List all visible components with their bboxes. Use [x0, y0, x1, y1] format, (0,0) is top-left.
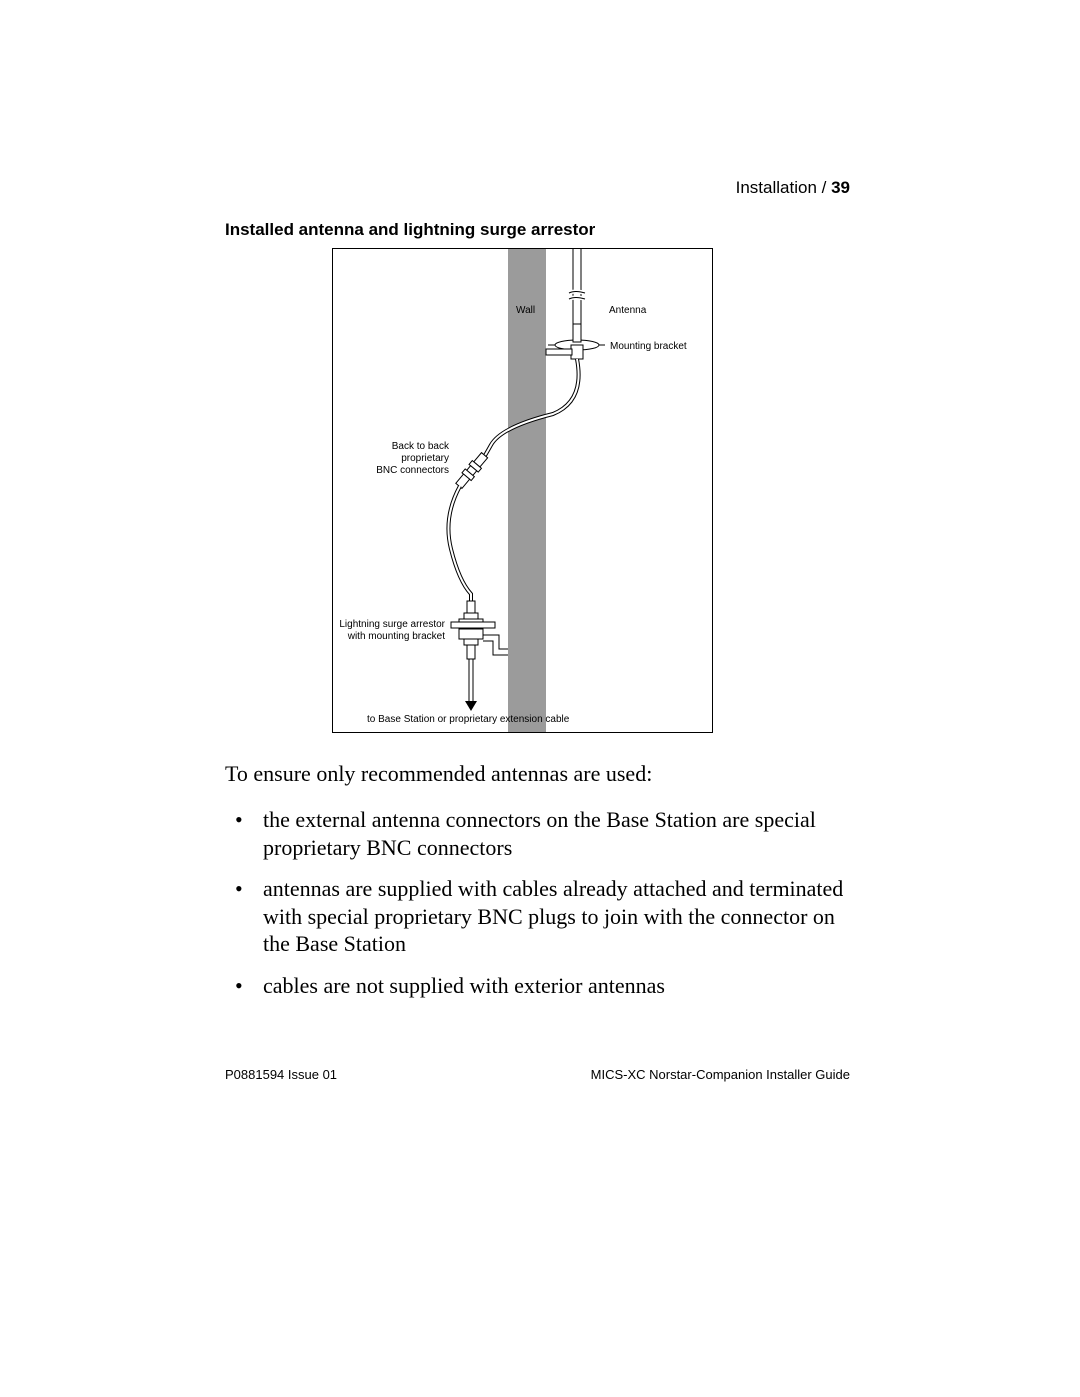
label-arrestor-1: Lightning surge arrestor: [323, 619, 445, 630]
body-intro: To ensure only recommended antennas are …: [225, 760, 850, 788]
wall-shape: [508, 249, 546, 732]
label-wall: Wall: [516, 305, 535, 316]
footer-left: P0881594 Issue 01: [225, 1067, 337, 1082]
figure-caption: Installed antenna and lightning surge ar…: [225, 220, 595, 240]
surge-arrestor-icon: [451, 601, 508, 659]
label-antenna: Antenna: [609, 305, 646, 316]
footer-right: MICS-XC Norstar-Companion Installer Guid…: [591, 1067, 850, 1082]
figure-frame: Wall Antenna Mounting bracket Back to ba…: [332, 248, 713, 733]
label-bottom: to Base Station or proprietary extension…: [367, 714, 569, 725]
antenna-diagram: [333, 249, 712, 732]
label-bnc-3: BNC connectors: [371, 465, 449, 476]
list-item: antennas are supplied with cables alread…: [263, 875, 850, 958]
label-arrestor-2: with mounting bracket: [323, 631, 445, 642]
page-header: Installation / 39: [225, 178, 850, 198]
antenna-stem: [573, 249, 581, 324]
list-item: the external antenna connectors on the B…: [263, 806, 850, 861]
label-bnc-1: Back to back: [371, 441, 449, 452]
page: Installation / 39 Installed antenna and …: [0, 0, 1080, 1397]
bnc-connector-icon: [454, 451, 489, 489]
label-bnc-2: proprietary: [371, 453, 449, 464]
header-section: Installation /: [736, 178, 831, 197]
bullet-list: the external antenna connectors on the B…: [225, 806, 850, 999]
header-page-number: 39: [831, 178, 850, 197]
list-item: cables are not supplied with exterior an…: [263, 972, 850, 1000]
label-mounting-bracket: Mounting bracket: [610, 341, 687, 352]
